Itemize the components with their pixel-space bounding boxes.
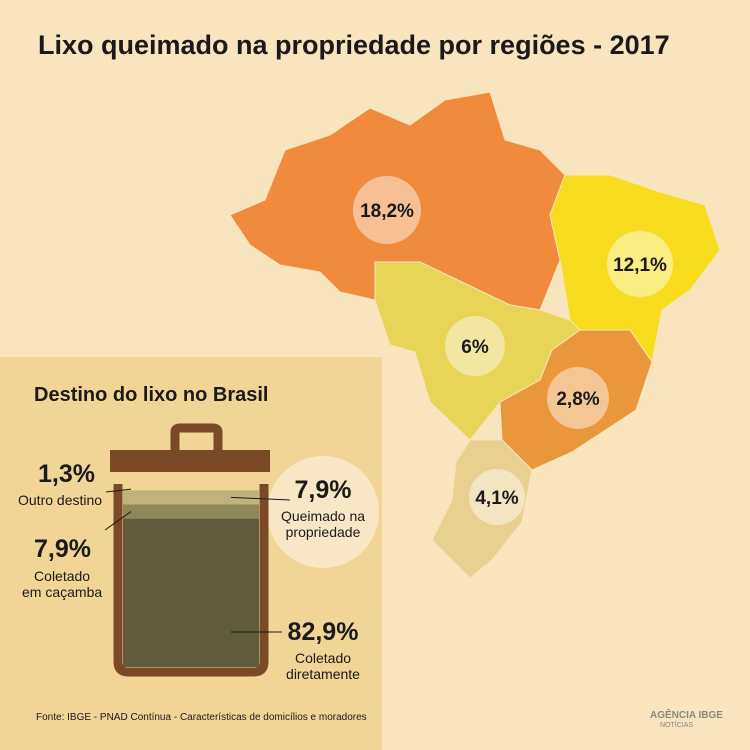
value-label: 1,3%: [38, 460, 95, 488]
title: Lixo queimado na propriedade por regiões…: [38, 30, 670, 60]
value-label: 4,1%: [475, 488, 518, 509]
can-lid: [110, 450, 270, 472]
value-label: 18,2%: [360, 201, 414, 222]
legend-label: Coletado diretamente: [286, 650, 360, 683]
value-label: 6%: [461, 337, 489, 358]
value-circle: [469, 469, 525, 525]
legend-label: Queimado na propriedade: [280, 508, 366, 541]
value-label: 7,9%: [294, 476, 352, 504]
value-label: 7,9%: [34, 535, 91, 563]
value-label: 12,1%: [613, 255, 667, 276]
map: 18,2% 12,1% 6% 2,8% 4,1%: [229, 91, 721, 579]
region: [431, 439, 533, 579]
bar-segment: [123, 488, 259, 491]
bar-segment: [123, 504, 259, 519]
leaders: [104, 488, 291, 633]
value-label: 2,8%: [556, 389, 599, 410]
can-body: [113, 484, 269, 677]
value-label: 82,9%: [287, 618, 359, 646]
label-circle: [267, 456, 379, 568]
value-circle: [445, 316, 505, 376]
panel-title: Destino do lixo no Brasil: [34, 384, 269, 406]
logo-sub: NOTÍCIAS: [660, 722, 694, 729]
leader: [104, 511, 132, 531]
value-circle: [547, 367, 609, 429]
value-circle: [607, 231, 673, 297]
leader: [105, 488, 132, 493]
logo: AGÊNCIA IBGE: [650, 710, 723, 721]
source: Fonte: IBGE - PNAD Contínua - Caracterís…: [36, 712, 367, 723]
bar-segment: [123, 490, 259, 505]
value-circle: [353, 176, 421, 244]
bar-segment: [123, 518, 259, 667]
legend-label: Outro destino: [18, 492, 103, 508]
region: [549, 174, 721, 364]
can-handle: [170, 423, 223, 450]
trash-can: [110, 423, 379, 677]
legend-label: Coletado em caçamba: [22, 568, 103, 601]
region: [499, 329, 653, 471]
leader: [230, 496, 291, 501]
